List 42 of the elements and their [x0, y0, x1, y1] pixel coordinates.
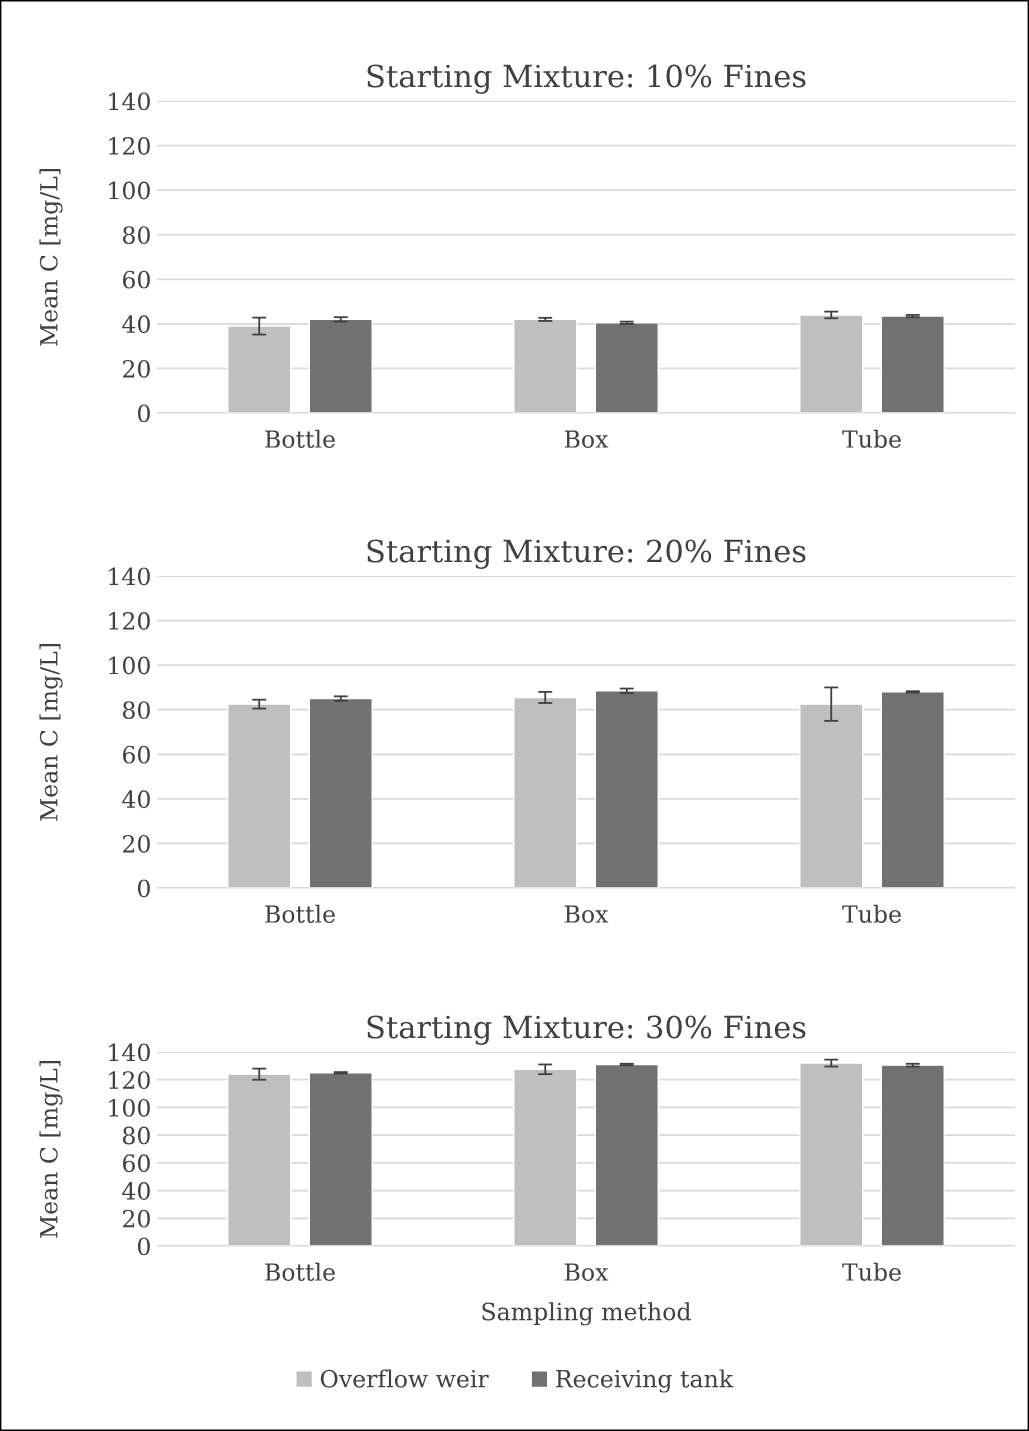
y-tick-label: 140 [109, 567, 150, 586]
y-axis-title: Mean C [mg/L] [39, 1061, 63, 1238]
y-tick-label: 120 [109, 612, 150, 630]
chart-title: Starting Mixture: 20% Fines [367, 539, 806, 569]
x-tick-label: Tube [842, 429, 901, 448]
y-tick-label: 60 [122, 270, 150, 289]
y-tick-label: 140 [109, 92, 150, 111]
y-tick-label: 40 [122, 1182, 150, 1200]
x-tick-label: Bottle [265, 429, 335, 448]
y-tick-label: 100 [109, 181, 150, 200]
y-tick-label: 120 [109, 1071, 150, 1090]
legend-label: Overflow weir [320, 1369, 489, 1388]
y-tick-label: 100 [109, 656, 150, 675]
x-tick-label: Bottle [265, 1262, 335, 1281]
y-tick-label: 0 [137, 1237, 150, 1256]
chart-title: Starting Mixture: 30% Fines [367, 1015, 806, 1045]
x-axis-title: Sampling method [482, 1302, 691, 1326]
y-tick-label: 60 [122, 1154, 150, 1173]
x-tick-label: Box [564, 430, 609, 448]
chart-title: Starting Mixture: 10% Fines [367, 64, 806, 94]
legend-label: Receiving tank [556, 1369, 734, 1393]
y-tick-label: 60 [122, 745, 150, 764]
y-tick-label: 40 [122, 790, 150, 809]
y-tick-label: 20 [123, 834, 150, 853]
y-tick-label: 80 [122, 226, 150, 245]
y-tick-label: 20 [123, 359, 150, 378]
x-tick-label: Box [564, 1263, 609, 1281]
y-tick-label: 140 [109, 1043, 150, 1062]
y-tick-label: 120 [109, 137, 150, 155]
y-tick-label: 40 [122, 315, 150, 334]
x-tick-label: Tube [842, 1262, 901, 1281]
y-tick-label: 0 [137, 404, 150, 423]
y-tick-label: 100 [109, 1098, 150, 1117]
y-axis-title: Mean C [mg/L] [39, 644, 63, 821]
y-tick-label: 80 [122, 701, 150, 720]
x-tick-label: Box [564, 905, 609, 923]
x-tick-label: Bottle [265, 904, 335, 923]
y-tick-label: 20 [123, 1209, 150, 1228]
y-tick-label: 80 [122, 1126, 150, 1145]
x-tick-label: Tube [842, 904, 901, 923]
y-axis-title: Mean C [mg/L] [39, 169, 63, 346]
y-tick-label: 0 [137, 879, 150, 898]
